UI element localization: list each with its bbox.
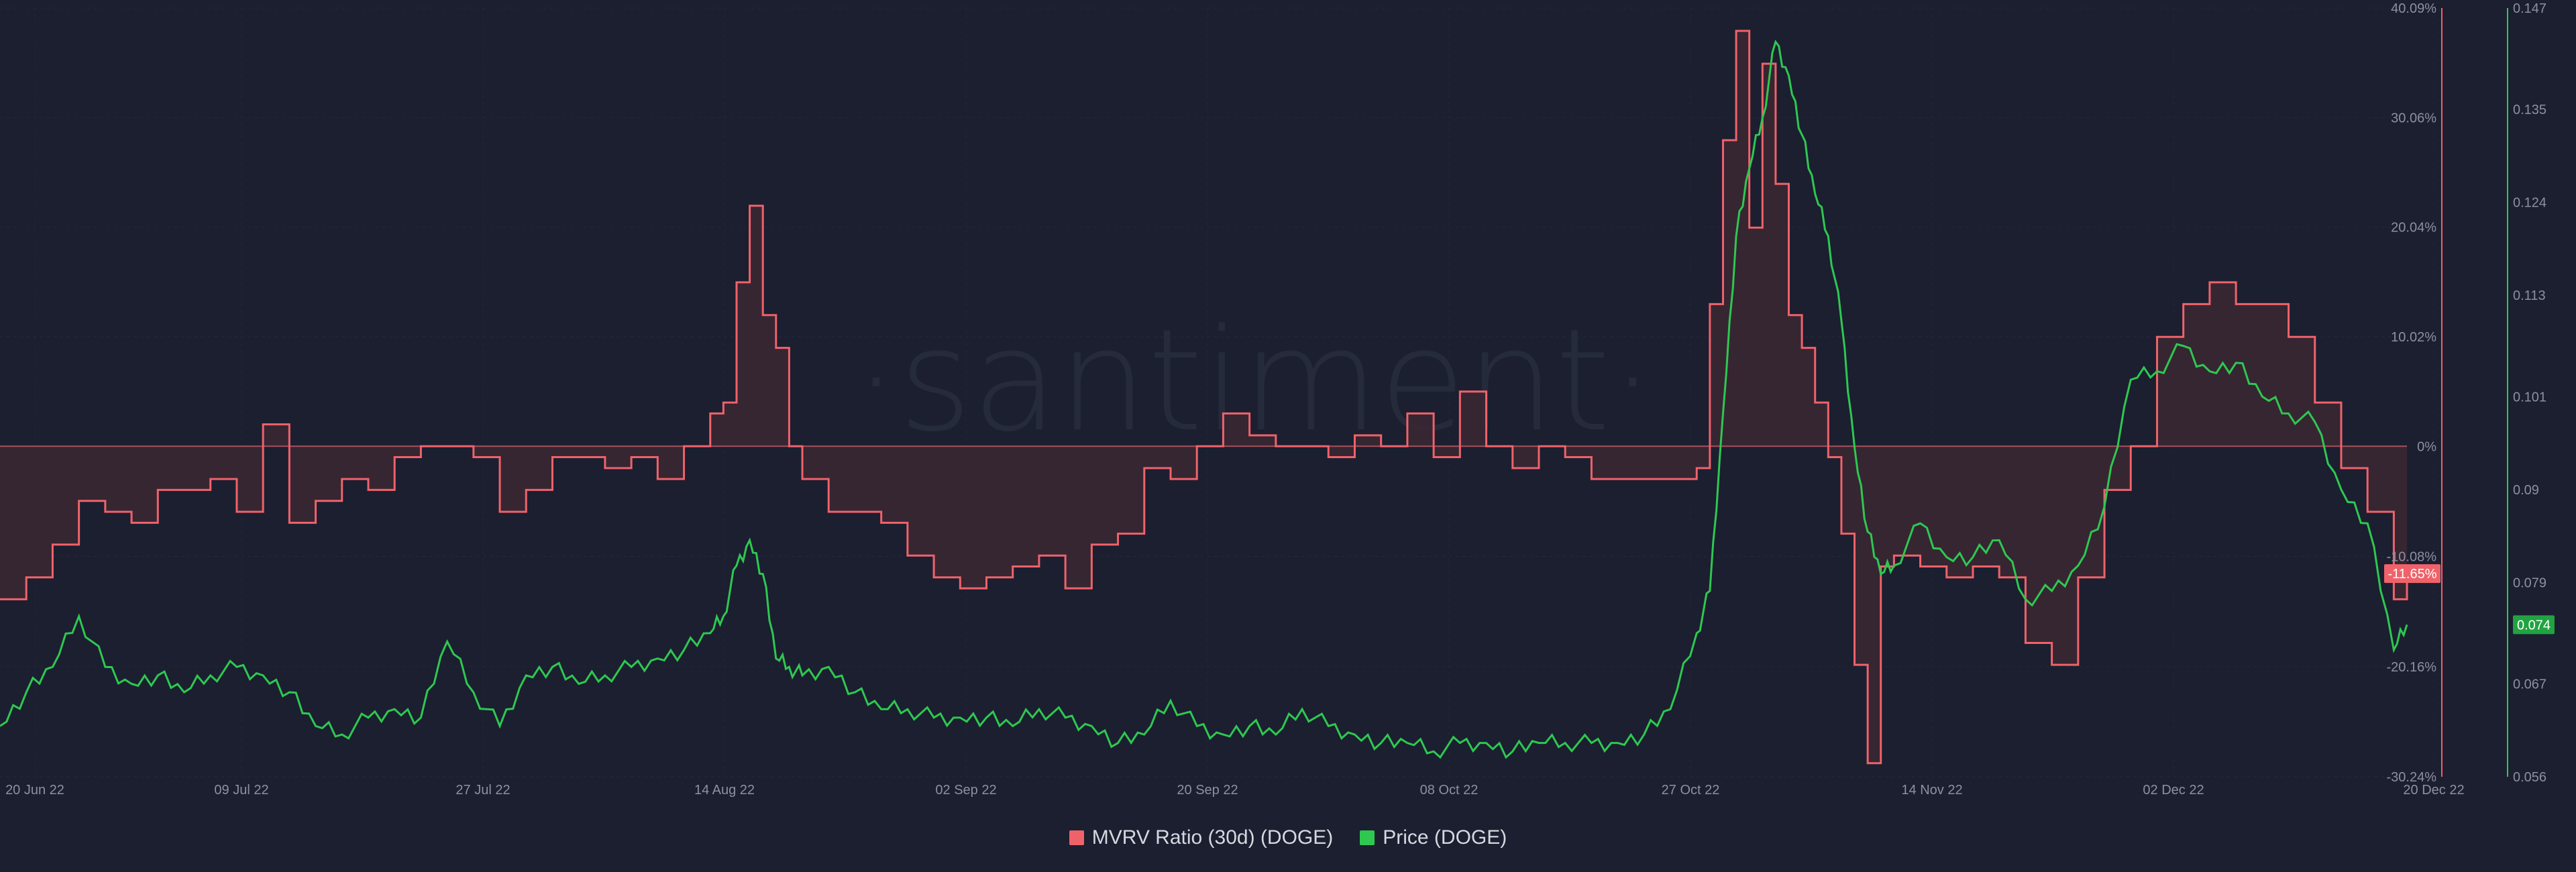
x-tick-label: 20 Sep 22 [1177, 783, 1238, 798]
price-tick-label: 0.056 [2513, 770, 2546, 785]
legend-item-price[interactable]: Price (DOGE) [1360, 826, 1507, 849]
legend-label-price: Price (DOGE) [1383, 826, 1507, 849]
legend-label-mvrv: MVRV Ratio (30d) (DOGE) [1091, 826, 1334, 849]
mvrv-tick-label: -20.16% [2387, 660, 2437, 675]
price-tick-label: 0.113 [2513, 288, 2546, 303]
x-tick-label: 27 Oct 22 [1662, 783, 1720, 798]
legend: MVRV Ratio (30d) (DOGE) Price (DOGE) [0, 826, 2576, 849]
mvrv-tick-label: 30.06% [2391, 111, 2436, 125]
x-tick-label: 14 Nov 22 [1901, 783, 1962, 798]
mvrv-tick-label: -30.24% [2387, 770, 2437, 785]
price-axis-ticks: 0.147 0.135 0.124 0.113 0.101 0.09 0.079 0.067 0… [2513, 1, 2546, 785]
mvrv-series-line[interactable] [0, 30, 2408, 765]
mvrv-current-value: -11.65% [2387, 567, 2436, 582]
price-tick-label: 0.124 [2513, 196, 2546, 211]
mvrv-swatch [1069, 830, 1084, 845]
mvrv-axis-ticks: 40.09% 30.06% 20.04% 10.02% 0% -10.08% -20.16%… [2387, 1, 2437, 785]
price-swatch [1360, 830, 1375, 845]
x-tick-label: 20 Jun 22 [5, 783, 64, 798]
x-tick-label: 27 Jul 22 [455, 783, 510, 798]
price-current-value: 0.074 [2517, 618, 2551, 633]
x-axis-ticks: 20 Jun 22 09 Jul 22 27 Jul 22 14 Aug 22 02 S… [5, 783, 2465, 798]
x-tick-label: 02 Sep 22 [935, 783, 996, 798]
mvrv-tick-label: 20.04% [2391, 221, 2436, 235]
price-tick-label: 0.147 [2513, 1, 2546, 16]
x-tick-label: 09 Jul 22 [214, 783, 268, 798]
price-series-line[interactable] [0, 40, 2408, 759]
price-tick-label: 0.135 [2513, 103, 2546, 117]
price-tick-label: 0.067 [2513, 677, 2546, 692]
x-tick-label: 14 Aug 22 [694, 783, 755, 798]
x-tick-label: 08 Oct 22 [1420, 783, 1479, 798]
mvrv-tick-label: 10.02% [2391, 330, 2436, 345]
price-tick-label: 0.079 [2513, 576, 2546, 590]
mvrv-tick-label: -10.08% [2387, 550, 2437, 565]
mvrv-tick-label: 0% [2417, 439, 2436, 454]
current-value-badges: -11.65% 0.074 [2384, 564, 2555, 635]
x-tick-label: 20 Dec 22 [2403, 783, 2464, 798]
price-current-badge [2513, 615, 2555, 635]
mvrv-tick-label: 40.09% [2391, 1, 2436, 16]
price-tick-label: 0.09 [2513, 483, 2539, 498]
x-tick-label: 02 Dec 22 [2143, 783, 2204, 798]
price-tick-label: 0.101 [2513, 390, 2546, 404]
legend-item-mvrv[interactable]: MVRV Ratio (30d) (DOGE) [1069, 826, 1334, 849]
mvrv-current-badge [2384, 564, 2440, 584]
